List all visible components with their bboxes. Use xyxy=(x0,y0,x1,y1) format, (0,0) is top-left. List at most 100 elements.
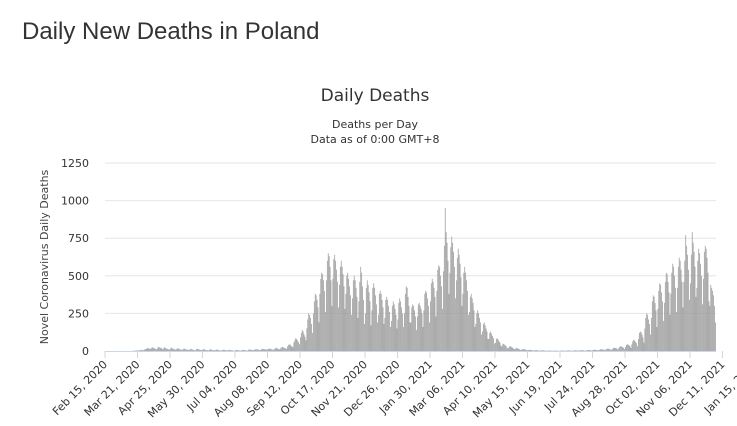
bar xyxy=(235,349,237,351)
bar xyxy=(680,269,682,351)
bar xyxy=(602,349,604,351)
bar xyxy=(284,347,285,351)
bar xyxy=(426,292,428,351)
bar xyxy=(384,317,386,351)
bar xyxy=(543,350,545,351)
bar xyxy=(692,242,694,351)
bar xyxy=(332,278,334,351)
bar xyxy=(653,296,655,351)
bar xyxy=(291,346,293,351)
bar xyxy=(397,319,399,351)
bar xyxy=(303,334,305,351)
bar xyxy=(245,350,246,351)
bar xyxy=(168,349,169,351)
bar xyxy=(453,251,454,351)
bar xyxy=(684,260,686,351)
bar xyxy=(522,349,524,351)
bar xyxy=(581,350,583,351)
bar xyxy=(379,290,381,351)
bar xyxy=(604,350,606,351)
bar xyxy=(442,308,443,351)
bar xyxy=(175,349,177,351)
bar xyxy=(625,344,627,351)
bar xyxy=(520,349,521,351)
bar xyxy=(314,293,316,351)
bar xyxy=(258,349,259,351)
bar xyxy=(350,295,351,351)
bar xyxy=(506,346,507,351)
bar xyxy=(586,350,587,351)
bar xyxy=(196,349,197,351)
bar xyxy=(619,346,621,351)
bar xyxy=(142,349,143,351)
bar xyxy=(235,350,236,351)
bar xyxy=(654,302,656,351)
bar xyxy=(703,251,705,351)
bar xyxy=(400,301,402,351)
bar xyxy=(687,254,688,351)
bar xyxy=(407,296,409,351)
bar xyxy=(228,350,230,351)
bar xyxy=(376,304,377,351)
bar xyxy=(614,347,616,351)
bar xyxy=(525,349,527,351)
bar xyxy=(186,349,188,351)
bar xyxy=(273,349,274,351)
bar xyxy=(454,266,455,351)
bar xyxy=(300,332,302,351)
bar xyxy=(372,287,374,351)
bar xyxy=(541,350,543,351)
bar xyxy=(482,323,484,351)
bar xyxy=(477,310,479,351)
bar xyxy=(599,349,601,351)
bar xyxy=(171,348,173,351)
bar xyxy=(691,232,693,351)
bar xyxy=(212,350,214,351)
bar xyxy=(443,245,445,351)
bar xyxy=(417,304,419,351)
bar xyxy=(263,349,265,351)
bar xyxy=(345,293,347,351)
bar xyxy=(319,293,321,351)
bar xyxy=(664,302,665,351)
bar xyxy=(209,349,211,351)
bar xyxy=(416,329,417,351)
bar xyxy=(515,348,517,351)
bar xyxy=(580,350,582,351)
bar xyxy=(523,349,525,351)
bar xyxy=(699,253,701,351)
bar xyxy=(704,245,706,351)
bar xyxy=(495,338,497,351)
bar xyxy=(195,350,196,351)
bar xyxy=(201,350,203,351)
bar xyxy=(374,287,376,351)
bar xyxy=(666,274,668,351)
bar xyxy=(338,307,339,351)
bar xyxy=(499,342,501,351)
bar xyxy=(326,260,328,351)
bar xyxy=(689,299,690,351)
bar xyxy=(359,281,361,351)
bar xyxy=(651,301,653,351)
bar xyxy=(378,293,380,351)
bar xyxy=(343,286,345,351)
bar xyxy=(352,298,353,351)
bar xyxy=(630,347,632,351)
bar xyxy=(146,348,148,351)
bar xyxy=(358,301,360,351)
bar xyxy=(428,305,429,351)
bar xyxy=(423,310,425,351)
bar xyxy=(409,322,411,351)
bar xyxy=(184,349,186,351)
bar xyxy=(476,313,478,351)
bar xyxy=(418,302,420,351)
bar xyxy=(165,348,167,351)
bar xyxy=(386,296,388,351)
bar xyxy=(412,304,414,351)
bar xyxy=(711,287,713,351)
bar xyxy=(486,331,488,351)
bar xyxy=(472,302,474,351)
bar xyxy=(635,341,636,351)
